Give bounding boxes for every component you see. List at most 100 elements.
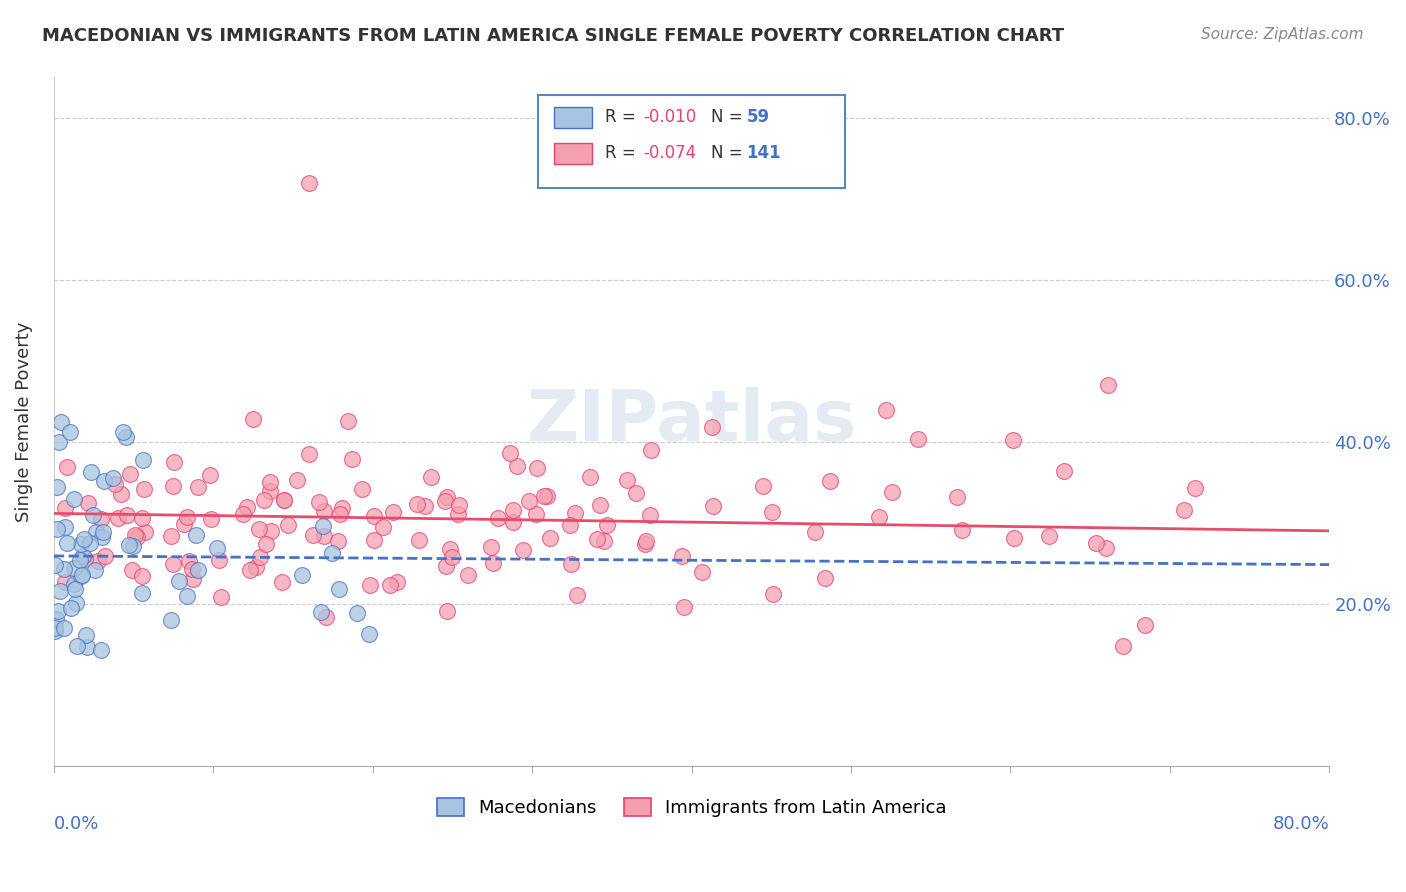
Point (270, 575, 292, 590)
Point (245, 560, 267, 574)
Point (436, 604, 458, 618)
Point (640, 508, 662, 522)
Point (273, 493, 295, 508)
Point (83, 564, 105, 578)
Point (363, 533, 385, 548)
Point (90, 643, 112, 657)
Point (820, 474, 842, 488)
Point (239, 563, 262, 577)
Point (198, 467, 221, 482)
Point (1002, 433, 1025, 447)
Point (176, 589, 198, 603)
Point (352, 483, 374, 497)
Point (946, 490, 969, 504)
Point (254, 537, 277, 551)
Point (118, 467, 141, 481)
Point (107, 511, 129, 525)
Point (181, 562, 204, 576)
Point (419, 470, 441, 484)
Point (115, 508, 138, 523)
Point (517, 493, 540, 508)
Point (87, 554, 110, 568)
Point (1173, 503, 1195, 517)
Point (560, 558, 582, 572)
Point (449, 498, 471, 512)
Point (44, 624, 66, 639)
Point (560, 518, 582, 533)
Point (337, 413, 360, 427)
Point (163, 455, 186, 469)
Point (1085, 536, 1108, 550)
Point (440, 550, 463, 565)
Point (131, 568, 153, 582)
Text: 59: 59 (747, 108, 769, 126)
Point (70, 568, 93, 582)
Text: -0.010: -0.010 (643, 108, 696, 126)
Point (162, 558, 184, 572)
Point (187, 563, 209, 577)
Point (814, 571, 837, 585)
Point (207, 553, 229, 567)
Point (950, 523, 973, 537)
Point (359, 578, 381, 592)
Point (526, 461, 548, 475)
Point (167, 574, 190, 588)
Point (540, 531, 562, 545)
Point (52, 621, 75, 635)
Point (482, 557, 505, 571)
Point (536, 489, 558, 503)
Point (433, 494, 456, 508)
Legend: Macedonians, Immigrants from Latin America: Macedonians, Immigrants from Latin Ameri… (427, 789, 956, 826)
Text: 0.0%: 0.0% (53, 814, 100, 832)
Point (804, 524, 827, 539)
Point (63, 491, 86, 506)
Point (385, 575, 408, 590)
Point (124, 528, 146, 542)
Point (273, 493, 295, 508)
Point (259, 484, 281, 499)
Point (498, 446, 520, 460)
Point (93, 474, 115, 488)
Point (315, 610, 337, 624)
Point (63, 582, 86, 597)
Point (46, 604, 69, 618)
Point (565, 588, 588, 602)
Text: R =: R = (605, 108, 641, 126)
Point (533, 489, 555, 503)
Point (761, 505, 783, 519)
Point (329, 507, 352, 521)
Point (84, 524, 107, 539)
Point (479, 540, 502, 554)
Point (363, 509, 385, 524)
Point (63, 560, 86, 574)
Point (285, 473, 308, 487)
Point (671, 549, 693, 563)
Point (702, 499, 724, 513)
Point (242, 411, 264, 425)
Point (79, 535, 101, 549)
Point (53, 520, 76, 534)
Point (46, 522, 69, 536)
Point (55, 575, 77, 590)
Text: 141: 141 (747, 144, 780, 161)
Point (1184, 481, 1206, 495)
Point (49, 584, 72, 599)
Point (249, 549, 271, 564)
Point (1112, 640, 1135, 654)
Point (90, 512, 112, 526)
Point (259, 475, 281, 490)
Point (624, 485, 647, 500)
FancyBboxPatch shape (554, 107, 592, 128)
Point (633, 536, 655, 550)
Text: ZIPatlas: ZIPatlas (526, 387, 856, 457)
Point (340, 452, 363, 467)
Point (868, 510, 890, 524)
Point (326, 534, 349, 549)
Point (121, 563, 143, 577)
Point (82, 508, 104, 522)
Text: R =: R = (605, 144, 641, 161)
Point (79, 465, 101, 479)
Point (75, 628, 97, 642)
Point (176, 509, 198, 524)
Point (378, 577, 401, 591)
